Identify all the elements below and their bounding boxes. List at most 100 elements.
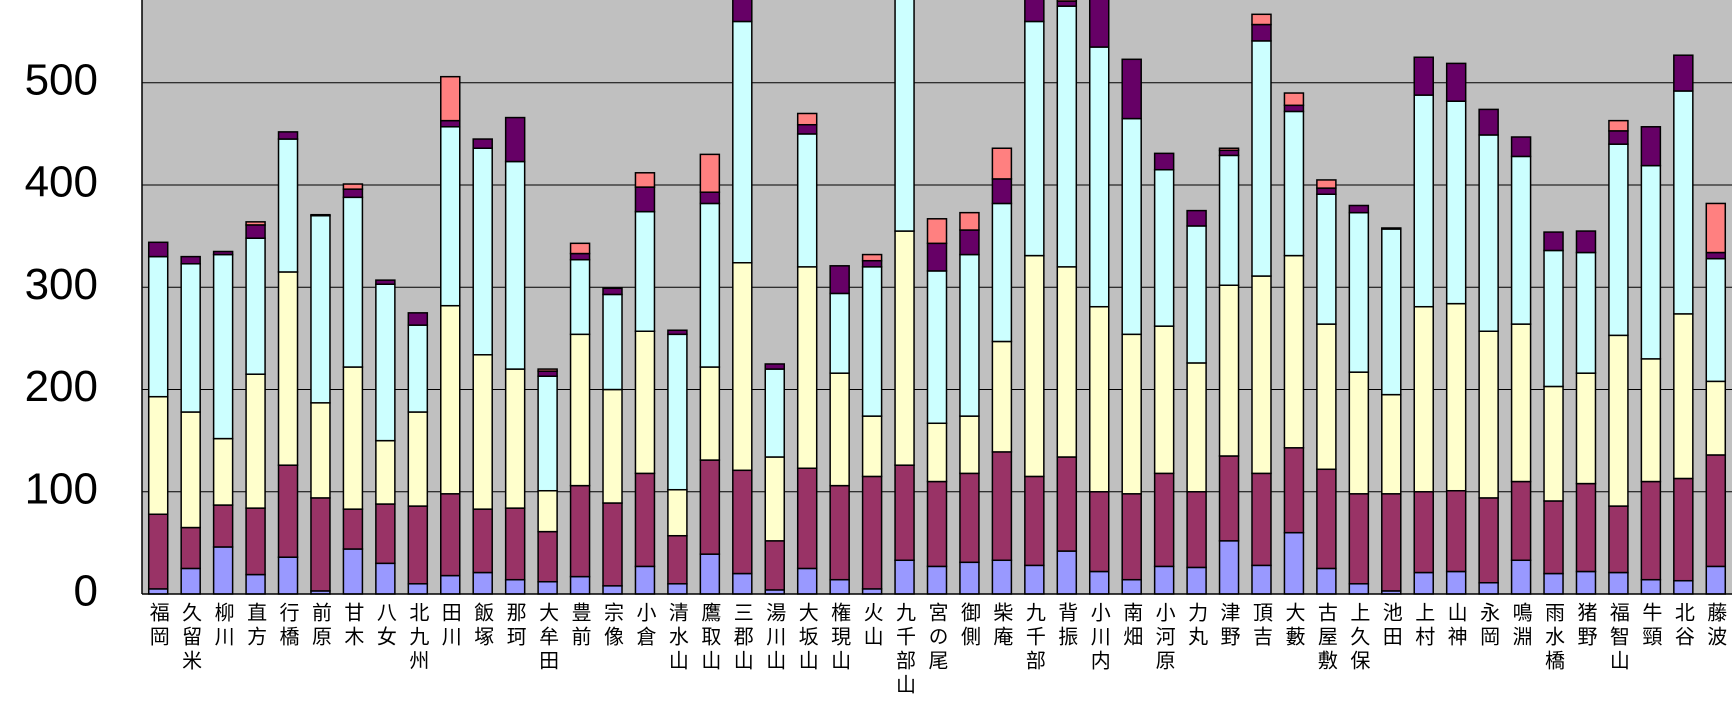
x-tick-label: 小河原 xyxy=(1152,602,1176,674)
bar-segment xyxy=(796,567,818,595)
bar-segment xyxy=(1510,136,1532,158)
bar-segment xyxy=(1153,472,1175,568)
bar-segment xyxy=(1673,313,1694,480)
bar-segment xyxy=(1478,497,1499,584)
bar-segment xyxy=(440,119,461,128)
bar-segment xyxy=(245,237,266,375)
bar-segment xyxy=(245,507,266,576)
bar-segment xyxy=(602,388,623,504)
x-tick-label: 九千部 xyxy=(1022,602,1046,674)
bar-segment xyxy=(699,366,721,461)
bar-segment xyxy=(569,333,591,487)
bar-segment xyxy=(959,253,980,417)
bar-segment xyxy=(1121,117,1142,336)
bar-segment xyxy=(407,505,429,585)
bar-segment xyxy=(1673,477,1694,582)
bar-segment xyxy=(1673,54,1694,92)
bar-segment xyxy=(1478,582,1499,595)
bar-segment xyxy=(602,585,623,595)
bar-segment xyxy=(342,508,364,550)
bar-segment xyxy=(180,263,201,413)
bar-segment xyxy=(1673,90,1694,315)
bar-segment xyxy=(180,526,201,570)
bar-segment xyxy=(1478,134,1499,332)
bar-segment xyxy=(1316,193,1337,325)
bar-segment xyxy=(959,561,980,595)
bar-segment xyxy=(1186,209,1207,227)
bar-segment xyxy=(472,147,493,356)
x-tick-label: 三郡山 xyxy=(730,602,754,674)
bar-segment xyxy=(277,131,299,140)
bar-segment xyxy=(634,186,656,213)
bar-segment xyxy=(1218,154,1240,286)
bar-segment xyxy=(407,411,429,507)
bar-segment xyxy=(375,503,396,565)
bar-segment xyxy=(1153,325,1175,475)
x-tick-label: 大藪 xyxy=(1282,602,1306,650)
bar-segment xyxy=(861,415,883,478)
bar-segment xyxy=(1445,489,1467,573)
bar-segment xyxy=(342,183,364,190)
bar-segment xyxy=(1056,456,1078,552)
bar-segment xyxy=(472,571,493,595)
bar-segment xyxy=(1024,564,1045,595)
bar-segment xyxy=(1218,284,1240,457)
bar-segment xyxy=(1121,578,1142,595)
x-tick-label: 九千部山 xyxy=(893,602,917,698)
bar-segment xyxy=(991,202,1013,343)
bar-segment xyxy=(634,172,656,188)
bar-segment xyxy=(732,0,753,23)
bar-segment xyxy=(1640,578,1662,595)
bar-segment xyxy=(829,372,850,487)
bar-segment xyxy=(926,218,948,245)
bar-segment xyxy=(991,451,1013,562)
bar-segment xyxy=(796,467,818,570)
bar-segment xyxy=(1348,493,1370,585)
bar-segment xyxy=(1316,187,1337,196)
bar-segment xyxy=(472,138,493,149)
bar-segment xyxy=(1381,228,1402,396)
bar-segment xyxy=(1413,305,1434,493)
x-tick-label: 上久保 xyxy=(1347,602,1371,674)
bar-segment xyxy=(212,437,234,506)
bar-segment xyxy=(667,333,688,491)
bar-segment xyxy=(1251,275,1272,475)
bar-segment xyxy=(212,546,234,595)
bar-segment xyxy=(861,588,883,595)
x-tick-label: 津野 xyxy=(1217,602,1241,650)
bar-segment xyxy=(180,411,201,529)
bar-segment xyxy=(1608,505,1629,574)
bar-segment xyxy=(1381,393,1402,495)
bar-segment xyxy=(959,211,980,231)
bar-segment xyxy=(991,559,1013,595)
bar-segment xyxy=(537,375,558,492)
bar-segment xyxy=(1705,251,1727,260)
bar-segment xyxy=(1608,571,1629,595)
bar-segment xyxy=(277,556,299,595)
bar-segment xyxy=(1381,493,1402,592)
bar-segment xyxy=(375,283,396,442)
y-tick-label: 0 xyxy=(74,567,98,616)
bar-segment xyxy=(375,279,396,285)
bar-segment xyxy=(861,266,883,417)
bar-segment xyxy=(245,224,266,239)
bar-segment xyxy=(732,469,753,575)
bar-segment xyxy=(1283,92,1305,107)
bar-segment xyxy=(147,513,169,590)
x-tick-label: 飯塚 xyxy=(471,602,495,650)
bar-segment xyxy=(375,562,396,595)
bar-segment xyxy=(277,464,299,558)
bar-segment xyxy=(245,373,266,509)
bar-segment xyxy=(1608,143,1629,337)
x-tick-label: 火山 xyxy=(860,602,884,650)
bar-segment xyxy=(180,567,201,595)
x-tick-label: 山神 xyxy=(1444,602,1468,650)
bar-segment xyxy=(991,178,1013,205)
bar-segment xyxy=(1251,23,1272,42)
bar-segment xyxy=(1445,570,1467,595)
bar-segment xyxy=(342,188,364,199)
bar-segment xyxy=(1186,362,1207,493)
bar-segment xyxy=(1088,491,1110,573)
bar-segment xyxy=(699,202,721,368)
bar-segment xyxy=(212,250,234,256)
